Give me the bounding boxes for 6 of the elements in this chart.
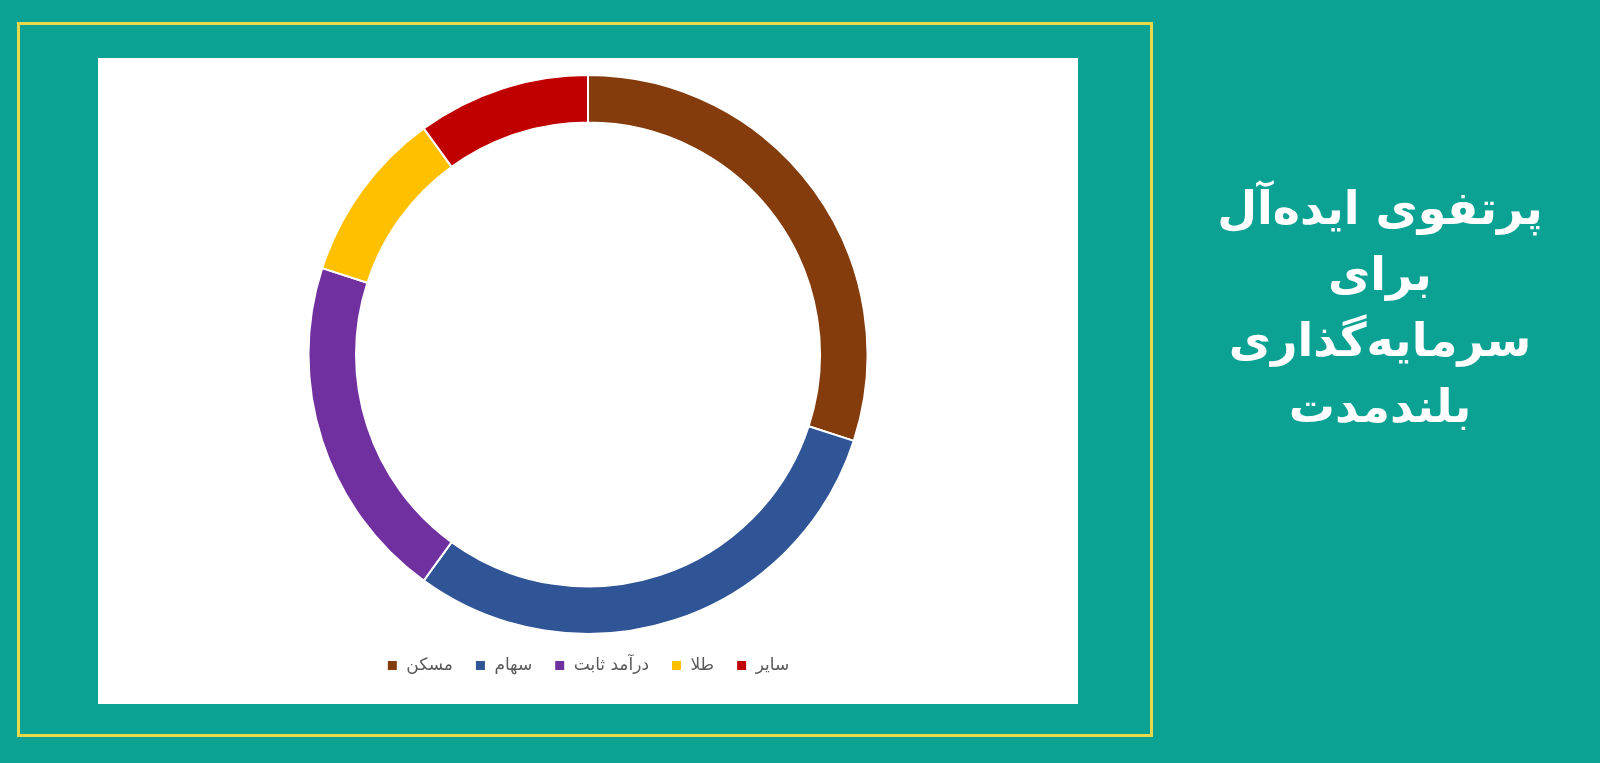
legend-label: سایر bbox=[754, 653, 790, 674]
legend-label: مسکن bbox=[406, 653, 453, 674]
legend-label: درآمد ثابت bbox=[573, 652, 649, 674]
legend-label: طلا bbox=[690, 653, 715, 674]
text: پرتفوی ایده‌آل برای سرمایه‌گذاری بلندمدت bbox=[1216, 179, 1544, 435]
legend-label: سهام bbox=[494, 653, 533, 675]
